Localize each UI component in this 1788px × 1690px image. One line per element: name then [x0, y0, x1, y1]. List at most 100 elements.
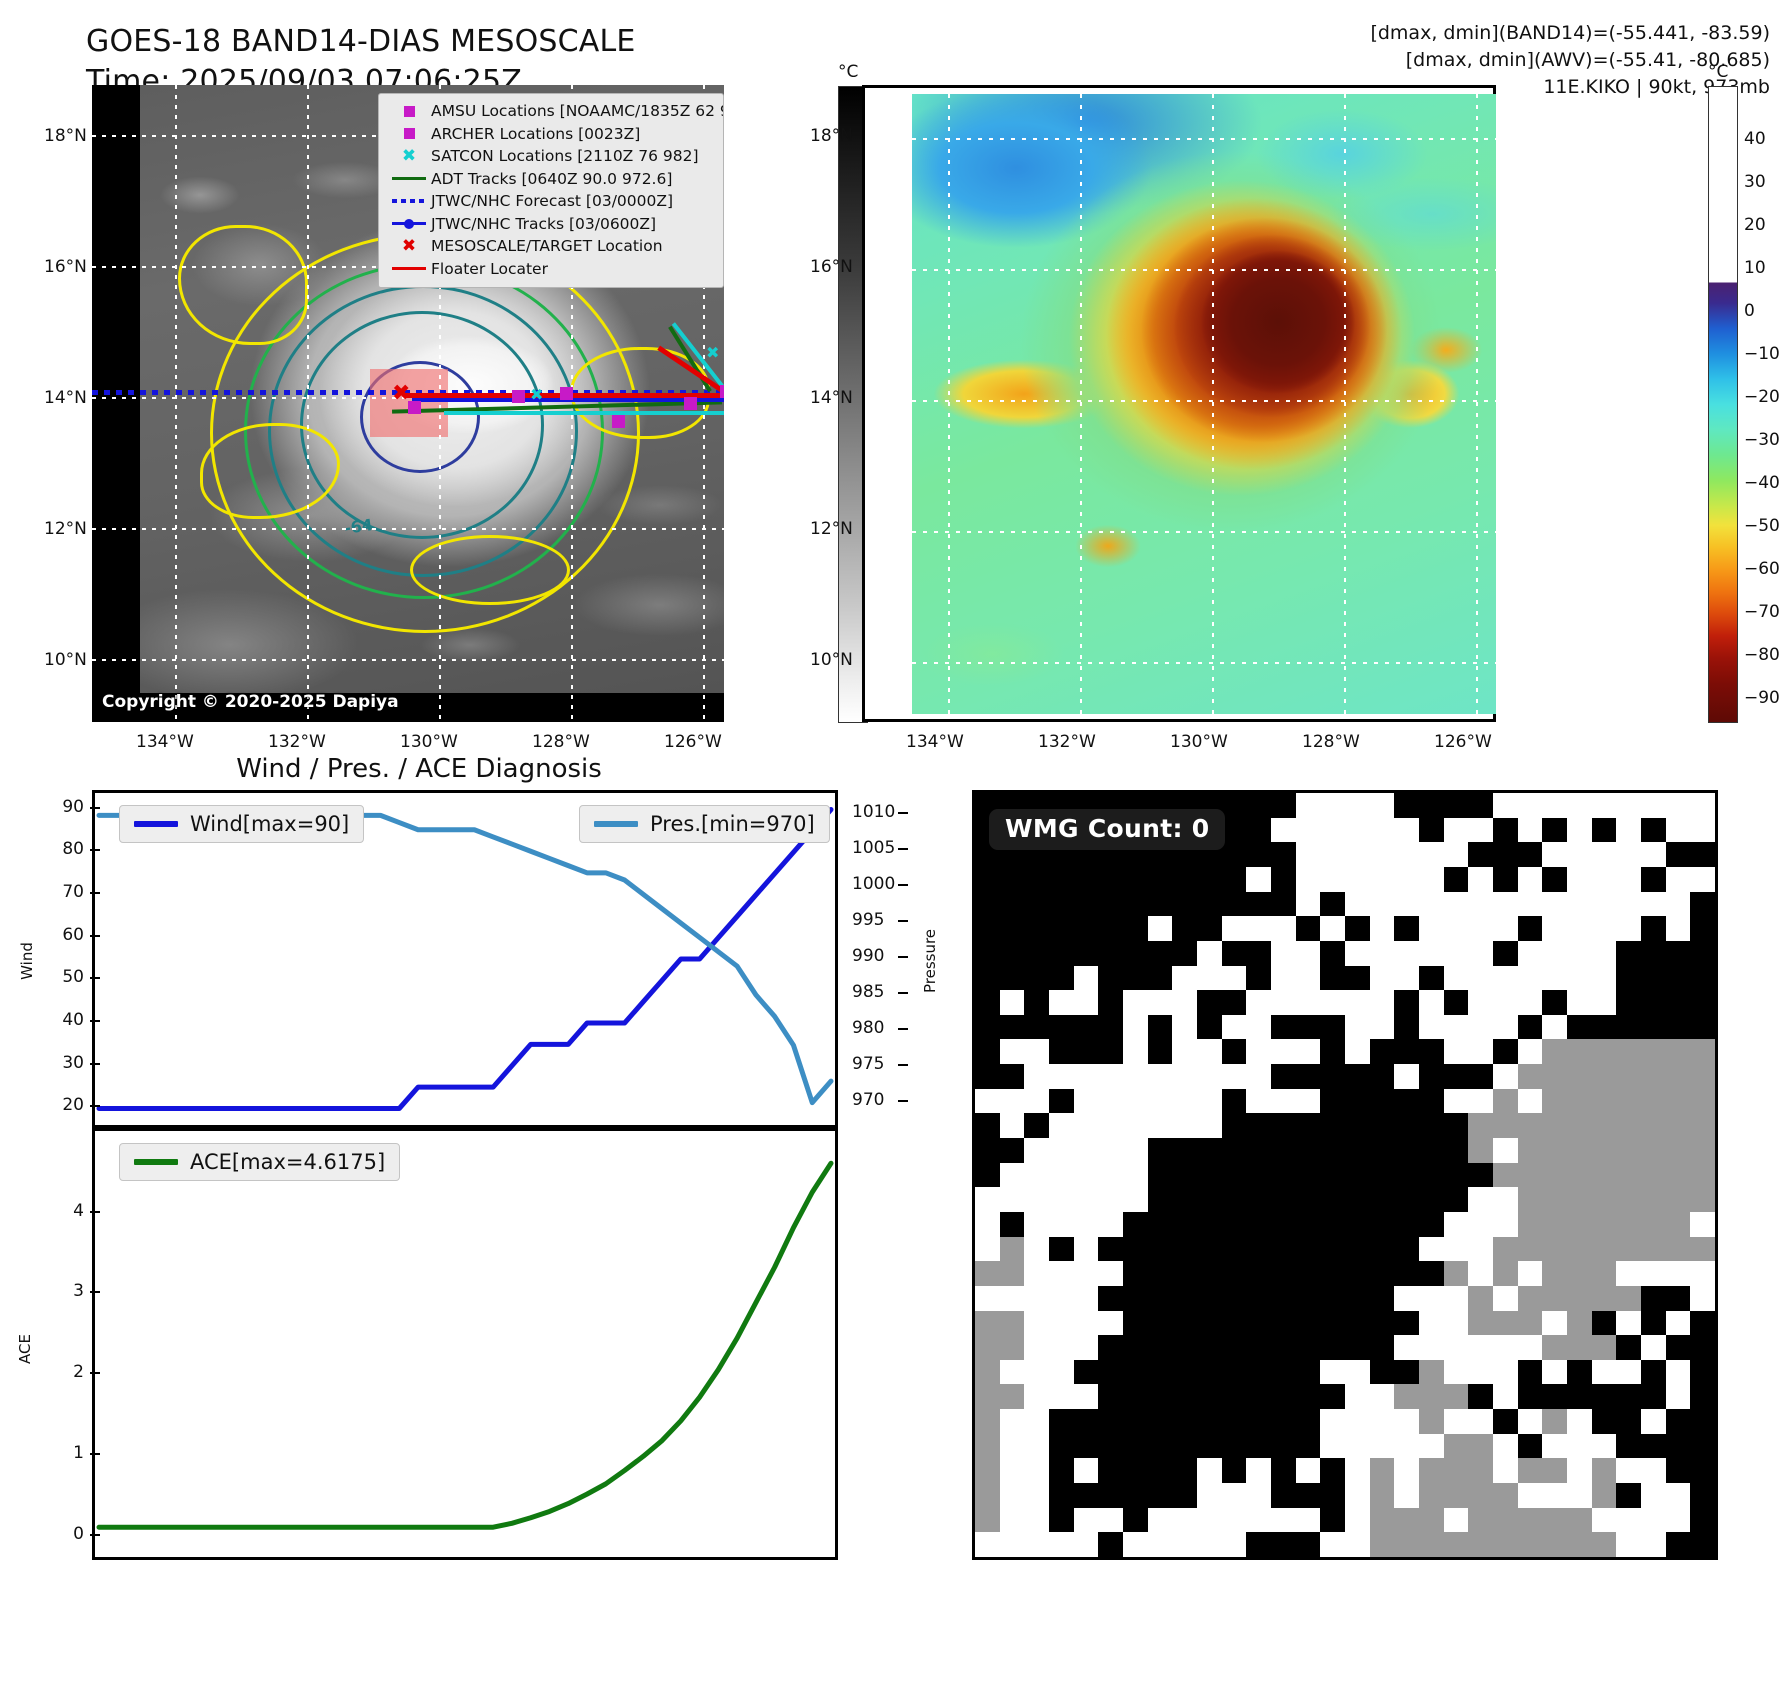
wmg-cell — [1197, 1113, 1222, 1139]
wmg-cell — [1345, 1138, 1370, 1164]
wmg-cell — [1049, 1310, 1074, 1336]
wmg-cell — [1493, 940, 1518, 966]
wmg-cell — [1221, 1113, 1247, 1139]
wmg-cell — [1468, 1384, 1494, 1410]
wmg-cell — [1443, 1088, 1469, 1114]
enhanced-ir-colorbar[interactable] — [1708, 86, 1738, 723]
legend-label: JTWC/NHC Forecast [03/0000Z] — [431, 192, 674, 211]
wmg-cell — [1295, 1088, 1321, 1114]
wind-legend[interactable]: Wind[max=90] — [119, 805, 365, 843]
wmg-cell — [1049, 1138, 1074, 1164]
wmg-cell — [1443, 891, 1469, 917]
satcon-x-icon[interactable]: ✖ — [706, 343, 720, 362]
wmg-cell — [1271, 1039, 1296, 1065]
wmg-cell — [1246, 1261, 1272, 1287]
wmg-cell — [999, 1187, 1025, 1213]
wmg-cell — [1468, 1409, 1494, 1435]
wmg-cell — [999, 1458, 1025, 1484]
wmg-cell — [975, 1261, 1000, 1287]
wmg-cell — [1591, 940, 1617, 966]
wmg-cell — [1172, 866, 1198, 892]
wmg-cell — [1394, 1310, 1420, 1336]
wmg-cell — [1690, 1285, 1715, 1311]
enhanced-ir-map[interactable] — [862, 85, 1496, 722]
wmg-cell — [1369, 1409, 1395, 1435]
ir-map-legend[interactable]: AMSU Locations [NOAAMC/1835Z 62 990] ARC… — [378, 93, 724, 288]
ace-line-swatch — [134, 1159, 178, 1165]
wmg-cell — [1123, 990, 1148, 1016]
wmg-cell — [1542, 793, 1568, 818]
wmg-cell — [1369, 1236, 1395, 1262]
wmg-cell — [1443, 1162, 1469, 1188]
wmg-cell — [1542, 1409, 1568, 1435]
wmg-cell — [1517, 1236, 1543, 1262]
axis-tick-label: 30 — [62, 1052, 84, 1073]
wmg-cell — [1345, 793, 1370, 818]
axis-tick-label: 0 — [73, 1523, 84, 1544]
wmg-cell — [1271, 1162, 1296, 1188]
amsu-location-marker[interactable] — [612, 415, 625, 428]
pressure-legend[interactable]: Pres.[min=970] — [579, 805, 830, 843]
wmg-cell — [1271, 1187, 1296, 1213]
wmg-cell — [1024, 1359, 1050, 1385]
wmg-cloud-mask-panel[interactable]: WMG Count: 0 — [972, 790, 1718, 1560]
wmg-cell — [1690, 1433, 1715, 1459]
wmg-cell — [1443, 1507, 1469, 1533]
wmg-cell — [1172, 1507, 1198, 1533]
wmg-cell — [1443, 1483, 1469, 1509]
archer-location-marker[interactable] — [512, 390, 525, 403]
wind-pressure-chart[interactable]: Wind[max=90] Pres.[min=970] — [92, 790, 838, 1128]
amsu-location-marker[interactable] — [720, 385, 724, 398]
wmg-cell — [975, 1211, 1000, 1237]
ir-grayscale-map[interactable]: -64 — [92, 85, 724, 722]
wmg-cell — [1295, 1310, 1321, 1336]
ace-chart[interactable]: ACE[max=4.6175] — [92, 1128, 838, 1560]
wmg-cell — [1542, 1532, 1568, 1557]
ace-legend[interactable]: ACE[max=4.6175] — [119, 1143, 401, 1181]
wmg-cell — [1221, 842, 1247, 868]
wmg-cell — [1542, 891, 1568, 917]
ir-gridline-lon-134 — [175, 85, 177, 722]
wmg-cell — [1641, 866, 1666, 892]
wmg-cell — [1394, 1384, 1420, 1410]
wmg-cell — [975, 1433, 1000, 1459]
wmg-mask-grid — [975, 793, 1715, 1557]
wmg-cell — [1369, 891, 1395, 917]
wmg-cell — [1542, 1261, 1568, 1287]
wmg-cell — [1098, 1409, 1124, 1435]
blue-line-marker-icon — [387, 218, 431, 229]
wmg-cell — [1419, 817, 1444, 843]
wmg-cell — [1517, 842, 1543, 868]
wmg-cell — [975, 1113, 1000, 1139]
wmg-cell — [1295, 1458, 1321, 1484]
axis-tick-label: 20 — [62, 1095, 84, 1116]
satcon-x-icon[interactable]: ✖ — [530, 385, 544, 404]
wmg-cell — [1295, 1138, 1321, 1164]
wmg-cell — [1493, 793, 1518, 818]
axis-tick-label: 1005 — [852, 838, 896, 859]
axis-tick-label: 985 — [852, 981, 885, 1002]
legend-row-tracks: JTWC/NHC Tracks [03/0600Z] — [387, 213, 715, 236]
colorbar-tick: 40 — [1744, 129, 1766, 149]
amsu-location-marker[interactable] — [408, 401, 421, 414]
wmg-cell — [999, 891, 1025, 917]
wmg-cell — [1468, 1261, 1494, 1287]
amsu-location-marker[interactable] — [560, 387, 573, 400]
wmg-cell — [1197, 1483, 1222, 1509]
wmg-cell — [1049, 1014, 1074, 1040]
wmg-cell — [1073, 1187, 1099, 1213]
wmg-cell — [1049, 1261, 1074, 1287]
wmg-cell — [1197, 1285, 1222, 1311]
wmg-cell — [1690, 1236, 1715, 1262]
wmg-cell — [1073, 1014, 1099, 1040]
pressure-axis-label: Pressure — [921, 928, 940, 994]
amsu-location-marker[interactable] — [684, 397, 697, 410]
wmg-cell — [1123, 1458, 1148, 1484]
wmg-cell — [1468, 842, 1494, 868]
wmg-cell — [1542, 990, 1568, 1016]
wmg-cell — [1665, 1187, 1691, 1213]
wmg-cell — [1098, 1285, 1124, 1311]
wmg-cell — [1295, 1236, 1321, 1262]
mesoscale-target-x-icon[interactable]: ✖ — [392, 381, 411, 406]
